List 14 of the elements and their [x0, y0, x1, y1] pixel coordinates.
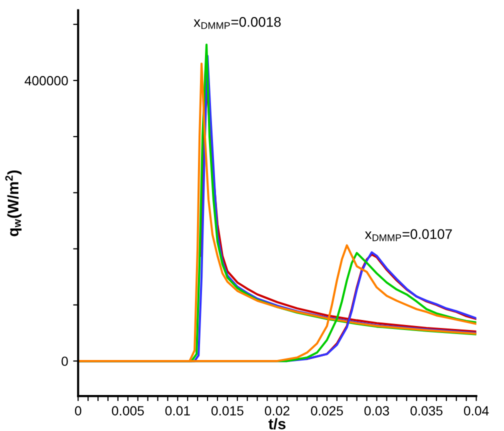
x-tick-label: 0.005 [112, 406, 144, 416]
x-tick-label: 0.02 [264, 406, 290, 416]
x-tick-label: 0.01 [165, 406, 190, 416]
annotation: x$_{DMMP}$=0.0018 [194, 17, 281, 29]
y-tick-label: 400000 [24, 76, 68, 86]
y-axis-title: q$_{w}$(W/m$^{2}$) [5, 170, 22, 236]
x-tick-label: 0 [74, 406, 82, 416]
x-tick-label: 0.04 [464, 406, 489, 416]
x-tick-label: 0.015 [211, 406, 244, 416]
annotation: x$_{DMMP}$=0.0107 [364, 229, 452, 242]
x-axis-title: t/s [268, 418, 286, 430]
x-tick-label: 0.03 [364, 406, 389, 416]
x-tick-label: 0.025 [310, 406, 343, 416]
x-tick-label: 0.035 [410, 406, 442, 416]
